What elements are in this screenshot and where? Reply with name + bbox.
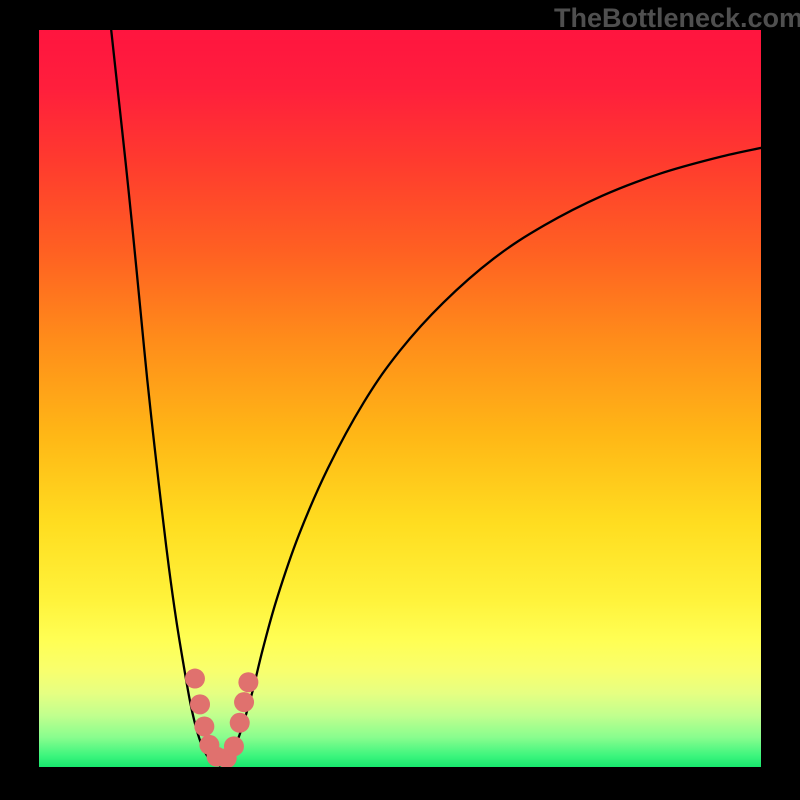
data-marker <box>234 692 254 712</box>
data-marker <box>230 713 250 733</box>
chart-svg <box>39 30 761 767</box>
right-curve <box>220 148 762 766</box>
plot-area <box>39 30 761 767</box>
marker-group <box>185 669 258 767</box>
data-marker <box>238 672 258 692</box>
data-marker <box>185 669 205 689</box>
data-marker <box>194 716 214 736</box>
data-marker <box>190 694 210 714</box>
chart-stage: TheBottleneck.com <box>0 0 800 800</box>
left-curve <box>111 30 219 766</box>
data-marker <box>224 736 244 756</box>
